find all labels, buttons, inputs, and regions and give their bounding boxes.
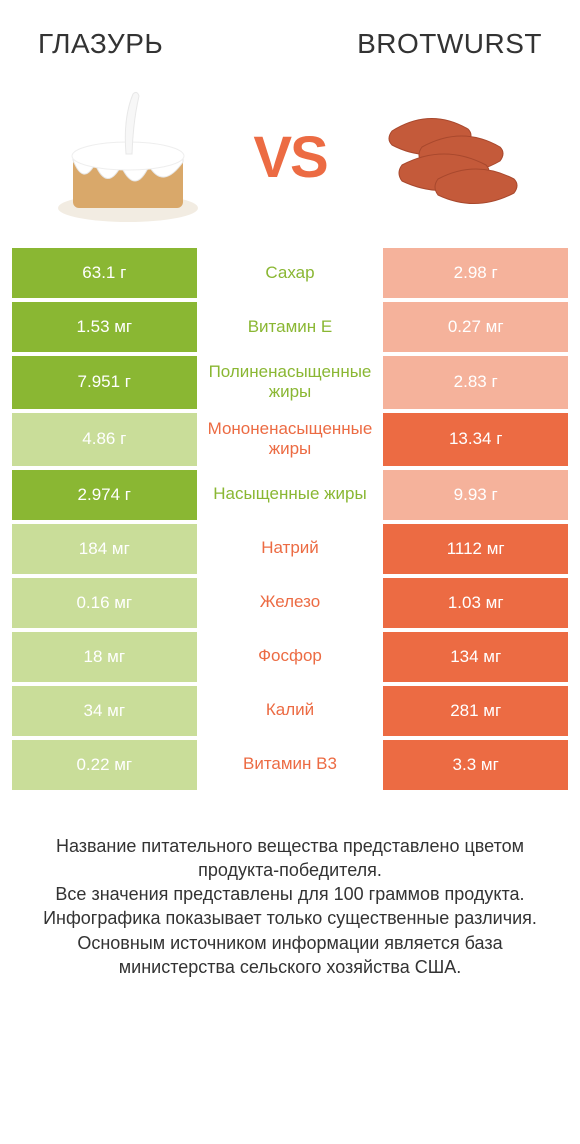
table-row: 0.22 мгВитамин B33.3 мг — [12, 740, 568, 790]
right-food-title: BROTWURST — [357, 28, 542, 60]
header: ГЛАЗУРЬ BROTWURST — [0, 0, 580, 78]
left-food-image — [38, 88, 218, 228]
left-value: 0.22 мг — [12, 740, 197, 790]
nutrient-label: Натрий — [197, 524, 384, 574]
nutrient-label: Насыщенные жиры — [197, 470, 384, 520]
right-value: 1112 мг — [383, 524, 568, 574]
comparison-table: 63.1 гСахар2.98 г1.53 мгВитамин E0.27 мг… — [0, 248, 580, 790]
table-row: 0.16 мгЖелезо1.03 мг — [12, 578, 568, 628]
left-value: 1.53 мг — [12, 302, 197, 352]
right-value: 281 мг — [383, 686, 568, 736]
table-row: 4.86 гМононенасыщенные жиры13.34 г — [12, 413, 568, 466]
right-value: 1.03 мг — [383, 578, 568, 628]
nutrient-label: Мононенасыщенные жиры — [197, 413, 384, 466]
table-row: 18 мгФосфор134 мг — [12, 632, 568, 682]
left-value: 4.86 г — [12, 413, 197, 466]
right-value: 0.27 мг — [383, 302, 568, 352]
table-row: 63.1 гСахар2.98 г — [12, 248, 568, 298]
nutrient-label: Витамин B3 — [197, 740, 384, 790]
right-value: 3.3 мг — [383, 740, 568, 790]
left-value: 184 мг — [12, 524, 197, 574]
left-value: 2.974 г — [12, 470, 197, 520]
footer-text: Название питательного вещества представл… — [0, 794, 580, 980]
cake-icon — [43, 88, 213, 228]
left-value: 7.951 г — [12, 356, 197, 409]
table-row: 184 мгНатрий1112 мг — [12, 524, 568, 574]
footer-line: Инфографика показывает только существенн… — [43, 908, 537, 928]
nutrient-label: Полиненасыщенные жиры — [197, 356, 384, 409]
vs-label: VS — [253, 129, 326, 187]
left-value: 0.16 мг — [12, 578, 197, 628]
sausage-icon — [372, 103, 532, 213]
images-row: VS — [0, 78, 580, 248]
table-row: 1.53 мгВитамин E0.27 мг — [12, 302, 568, 352]
right-value: 2.83 г — [383, 356, 568, 409]
right-value: 13.34 г — [383, 413, 568, 466]
table-row: 34 мгКалий281 мг — [12, 686, 568, 736]
left-food-title: ГЛАЗУРЬ — [38, 28, 163, 60]
left-value: 34 мг — [12, 686, 197, 736]
nutrient-label: Сахар — [197, 248, 384, 298]
right-food-image — [362, 88, 542, 228]
table-row: 7.951 гПолиненасыщенные жиры2.83 г — [12, 356, 568, 409]
footer-line: Все значения представлены для 100 граммо… — [55, 884, 524, 904]
left-value: 18 мг — [12, 632, 197, 682]
nutrient-label: Железо — [197, 578, 384, 628]
nutrient-label: Калий — [197, 686, 384, 736]
table-row: 2.974 гНасыщенные жиры9.93 г — [12, 470, 568, 520]
right-value: 134 мг — [383, 632, 568, 682]
nutrient-label: Витамин E — [197, 302, 384, 352]
footer-line: Название питательного вещества представл… — [56, 836, 524, 880]
right-value: 2.98 г — [383, 248, 568, 298]
nutrient-label: Фосфор — [197, 632, 384, 682]
footer-line: Основным источником информации является … — [77, 933, 502, 977]
left-value: 63.1 г — [12, 248, 197, 298]
right-value: 9.93 г — [383, 470, 568, 520]
